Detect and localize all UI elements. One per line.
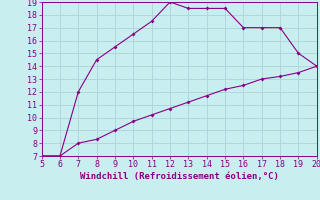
X-axis label: Windchill (Refroidissement éolien,°C): Windchill (Refroidissement éolien,°C) <box>80 172 279 181</box>
